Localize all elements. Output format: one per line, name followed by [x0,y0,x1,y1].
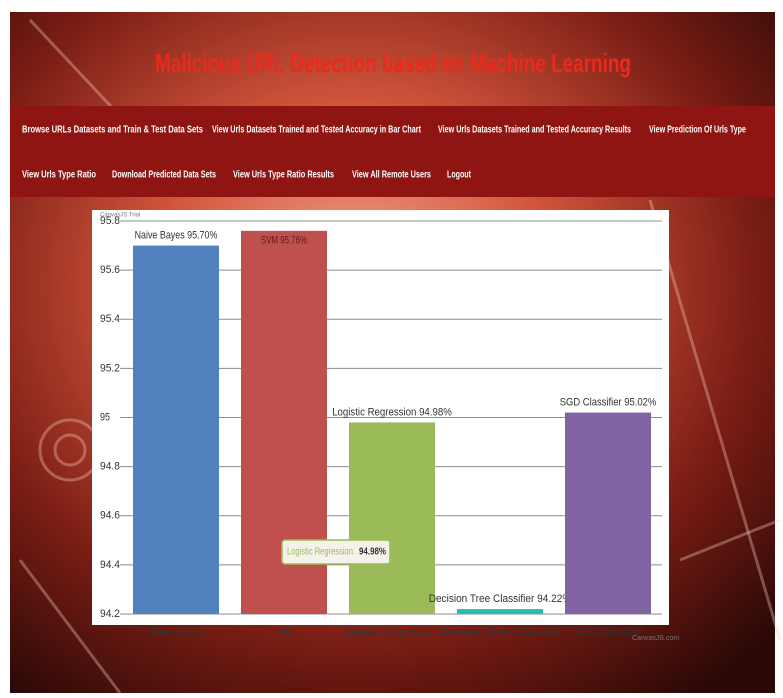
data-label: SGD Classifier 95.02% [560,396,657,408]
site-title: Malicious URL Detection based on Machine… [155,48,631,78]
watermark: CanvasJS Trial [100,213,140,219]
data-label: Decision Tree Classifier 94.22% [429,593,572,605]
y-tick-label: 94.4 [100,559,120,571]
bar [133,245,219,614]
y-tick-label: 95.2 [100,362,120,374]
nav-bar [10,106,775,197]
x-tick-label: SGD Classifier [574,626,643,638]
nav-link[interactable]: Logout [447,170,471,181]
y-tick-label: 95.6 [100,264,120,276]
credit: CanvasJS.com [632,635,679,642]
nav-link[interactable]: View Prediction Of Urls Type [649,125,746,136]
nav-link[interactable]: View All Remote Users [352,170,431,181]
x-tick-label: SVM [277,626,292,638]
nav-link[interactable]: View Urls Type Ratio Results [233,170,334,181]
tooltip-value: 94.98% [359,547,386,558]
tooltip-label: Logistic Regression: [287,547,355,558]
nav-link[interactable]: View Urls Type Ratio [22,170,96,181]
nav-link[interactable]: View Urls Datasets Trained and Tested Ac… [438,125,631,136]
y-tick-label: 95.8 [100,215,120,227]
y-tick-label: 94.8 [100,461,120,473]
nav-link[interactable]: Download Predicted Data Sets [112,170,216,181]
tooltip-box [281,539,391,565]
bar [349,422,435,614]
bar [565,412,651,614]
nav-links: Browse URLs Datasets and Train & Test Da… [22,125,746,181]
data-label: Naive Bayes 95.70% [135,229,218,241]
y-tick-label: 95 [100,411,110,423]
data-label: Logistic Regression 94.98% [332,406,452,418]
nav-link[interactable]: View Urls Datasets Trained and Tested Ac… [212,125,421,136]
bar [457,609,543,614]
x-tick-label: Logistic Regression [345,626,438,638]
y-tick-label: 94.2 [100,608,120,620]
y-tick-label: 94.6 [100,510,120,522]
nav-link[interactable]: Browse URLs Datasets and Train & Test Da… [22,125,203,136]
x-tick-label: Naive Bayes [149,626,203,638]
chart: 94.294.494.694.89595.295.495.695.8Canvas… [100,213,679,642]
y-tick-label: 95.4 [100,313,120,325]
data-label: SVM 95.76% [261,235,307,247]
x-tick-label: Decision Tree Classifier [441,626,559,638]
